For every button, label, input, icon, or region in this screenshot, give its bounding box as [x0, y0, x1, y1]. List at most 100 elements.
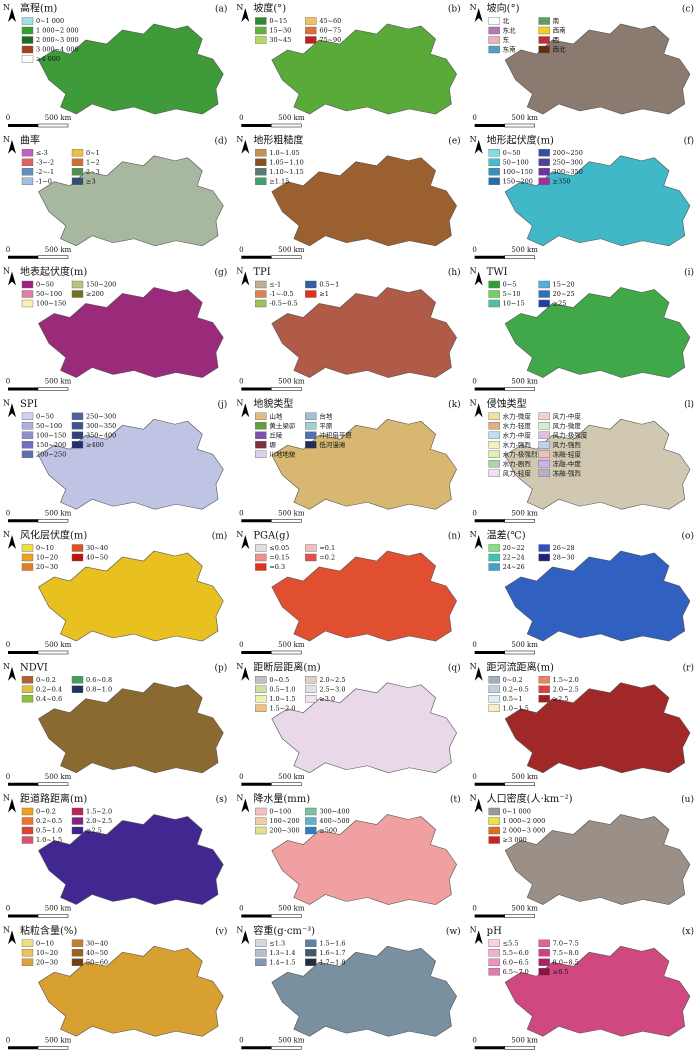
scale-start: 0 [239, 114, 243, 122]
legend-swatch [255, 826, 267, 835]
map-panel: N 温差(℃) (o) 20~22 26~28 22~24 28~30 24~26 0 500 k… [470, 529, 694, 655]
panel-title: 温差(℃) [487, 529, 526, 542]
north-label: N [236, 135, 243, 144]
legend-label: 75~90 [319, 36, 341, 44]
scale-end: 500 km [278, 114, 305, 122]
legend-swatch [21, 55, 34, 63]
legend-label: ≥400 [86, 441, 104, 449]
scale-bar [241, 519, 272, 523]
legend-label: 0~0.2 [36, 808, 56, 816]
scale-end: 500 km [278, 509, 305, 517]
legend-swatch [255, 958, 267, 966]
panel-letter: (p) [215, 662, 228, 673]
scale-end: 500 km [511, 246, 538, 254]
legend-swatch [255, 553, 267, 562]
scale-end: 500 km [45, 378, 72, 386]
legend-swatch [488, 836, 500, 844]
legend-label: 风力-微度 [553, 421, 582, 430]
legend-swatch [488, 299, 500, 308]
legend-label: -0.5~0.5 [269, 300, 297, 308]
legend-swatch [538, 431, 550, 439]
panel-title: 地表起伏度(m) [20, 265, 87, 278]
legend-swatch [71, 817, 84, 825]
scale-start: 0 [472, 114, 476, 122]
legend-label: 2.5~3.0 [319, 685, 345, 693]
panel-title: 地形粗糙度 [253, 133, 303, 146]
legend-label: 0~1 [86, 149, 100, 157]
legend-label: 200~300 [269, 827, 299, 835]
map-panel: N 风化层伏度(m) (m) 0~10 30~40 10~20 40~50 20~30 0 500… [3, 529, 227, 655]
legend-swatch [488, 17, 500, 25]
legend-swatch [21, 949, 34, 957]
legend-label: 1.7~1.8 [319, 958, 345, 966]
legend-swatch [538, 17, 550, 25]
scale-bar [504, 914, 535, 918]
north-arrow [241, 271, 250, 286]
legend-swatch [305, 544, 317, 552]
north-arrow [8, 8, 16, 22]
scale-bar [474, 651, 505, 654]
scale-bar [504, 387, 535, 391]
legend-swatch [538, 168, 550, 176]
legend-swatch [21, 695, 34, 703]
legend-swatch [488, 704, 500, 712]
legend-swatch [488, 450, 500, 458]
legend-label: 7.0~7.5 [553, 939, 579, 947]
legend-label: 20~22 [503, 544, 525, 552]
north-arrow [474, 666, 483, 681]
north-label: N [470, 530, 477, 539]
map-panel: N 地形粗糙度 (e) 1.0~1.051.05~1.10 1.10~1.15≥1.15… [236, 133, 461, 259]
legend-swatch [538, 412, 550, 420]
north-arrow [241, 930, 250, 945]
scale-bar [504, 650, 535, 655]
north-label: N [236, 530, 243, 539]
legend-swatch [488, 45, 500, 54]
legend-label: 30~45 [269, 36, 291, 44]
legend-swatch [255, 36, 267, 44]
legend-swatch [21, 36, 34, 44]
legend-swatch [488, 168, 500, 176]
map-panel: N 曲率 (d) ≤-3 0~1 -3~-2 1~2 -2~-1 2~3 -1~0 ≥3 0 500 k… [3, 133, 227, 259]
legend-label: ≥8.5 [553, 968, 569, 976]
north-label: N [3, 267, 10, 276]
legend-label: ≥25 [553, 300, 567, 308]
legend-swatch [488, 431, 500, 439]
legend-swatch [21, 290, 34, 298]
north-arrow [8, 535, 16, 549]
legend-swatch [538, 26, 550, 35]
legend-swatch [71, 958, 84, 966]
legend-label: ≥200 [86, 290, 104, 298]
legend-label: 台地 [319, 411, 333, 420]
north-label: N [3, 135, 10, 144]
scale-end: 500 km [278, 378, 305, 386]
legend-swatch [305, 422, 317, 430]
legend-swatch [21, 177, 34, 185]
legend-label: 0.2~0.4 [36, 685, 62, 693]
legend-swatch [305, 958, 317, 966]
scale-bar [271, 519, 302, 523]
north-arrow [8, 798, 16, 813]
map-region [271, 418, 457, 510]
legend-label: 3 000~4 000 [36, 46, 79, 54]
legend-label: 0.5~1.0 [36, 827, 62, 835]
legend-swatch [21, 939, 34, 947]
map-panel: N 地表起伏度(m) (g) 0~50 150~200 50~100 ≥200 100~150… [3, 265, 227, 391]
scale-start: 0 [472, 246, 476, 254]
legend-swatch [21, 431, 34, 439]
scale-end: 500 km [45, 509, 72, 517]
legend-label: 0~15 [269, 17, 287, 25]
north-arrow [474, 403, 483, 418]
legend-label: 2 000~3 000 [36, 36, 79, 44]
legend-label: 风力-极强度 [553, 430, 588, 439]
legend-label: 150~200 [86, 281, 116, 289]
legend-label: 0~100 [269, 808, 291, 816]
north-arrow [474, 798, 483, 813]
legend-swatch [305, 36, 317, 44]
legend-label: ≤-3 [36, 149, 48, 157]
panel-letter: (i) [684, 267, 694, 278]
scale-bar [8, 255, 38, 259]
legend-swatch [255, 168, 267, 176]
